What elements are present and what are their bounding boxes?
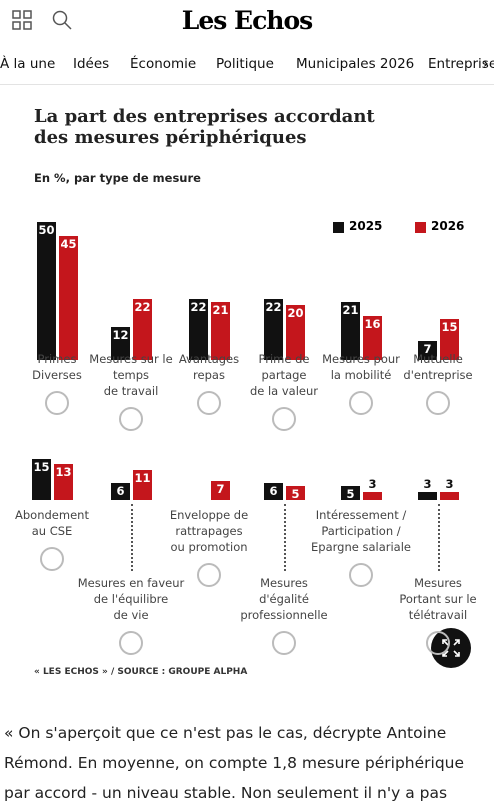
icon	[197, 391, 221, 415]
connector	[131, 504, 133, 571]
header-icons	[12, 10, 72, 30]
logo[interactable]: Les Echos	[181, 6, 313, 35]
value-label: 21	[342, 303, 359, 318]
value-label: 6	[269, 484, 278, 499]
connector	[438, 504, 440, 571]
icon	[197, 563, 221, 587]
icon	[349, 391, 373, 415]
bar	[363, 315, 382, 360]
divider	[0, 84, 494, 85]
category-label: Mutuelle d'entreprise	[403, 352, 473, 382]
value-label: 50	[38, 223, 55, 237]
bar	[286, 304, 305, 360]
value-label: 45	[60, 236, 77, 251]
category-label: Avantages repas	[178, 352, 240, 382]
icon	[349, 563, 373, 587]
value-label: 13	[55, 465, 72, 480]
legend-swatch	[333, 222, 344, 233]
nav-item[interactable]: Économie	[130, 56, 197, 72]
bar	[111, 326, 130, 360]
bar	[264, 483, 283, 500]
category-label: Mesures d'égalité professionnelle	[240, 576, 328, 622]
nav-item[interactable]: Idées	[73, 56, 110, 72]
category-label: Mesures sur le temps de travail	[89, 352, 173, 398]
value-label: 11	[134, 470, 151, 485]
icon	[45, 391, 69, 415]
bar	[286, 486, 305, 500]
legend-swatch	[415, 222, 426, 233]
value-label: 16	[364, 316, 381, 331]
value-label: 7	[216, 481, 225, 496]
bar	[37, 222, 56, 360]
value-label: 20	[287, 305, 304, 320]
connector	[284, 504, 286, 571]
bar	[341, 486, 360, 500]
category-label: Prime de partage de la valeur	[249, 352, 319, 398]
bar	[341, 302, 360, 360]
bar	[418, 340, 437, 360]
legend-label: 2025	[349, 219, 383, 233]
category-label: Intéressement / Participation / Epargne …	[311, 508, 411, 554]
bar	[32, 458, 51, 500]
category-label: Enveloppe de rattrapages ou promotion	[169, 508, 249, 554]
icon	[40, 547, 64, 571]
bar	[264, 299, 283, 360]
nav-item[interactable]: Entreprise	[428, 56, 494, 72]
value-label: 3	[368, 476, 377, 491]
bar	[418, 491, 437, 500]
bar	[363, 491, 382, 500]
value-label: 15	[33, 459, 50, 474]
value-label: 3	[445, 476, 454, 491]
bar	[133, 299, 152, 360]
bar	[211, 480, 230, 500]
icon	[119, 407, 143, 431]
bar	[111, 483, 130, 500]
bar	[189, 299, 208, 360]
legend-label: 2026	[431, 219, 465, 233]
value-label: 22	[190, 300, 207, 315]
value-label: 6	[116, 484, 125, 499]
value-label: 12	[112, 327, 129, 342]
category-label: Mesures Portant sur le télétravail	[399, 576, 477, 622]
value-label: 7	[423, 341, 432, 356]
bar	[59, 235, 78, 360]
icon	[119, 631, 143, 655]
chart-subtitle: En %, par type de mesure	[34, 171, 201, 185]
nav-item[interactable]: Municipales 2026	[296, 56, 415, 72]
icon	[272, 407, 296, 431]
icon	[272, 631, 296, 655]
category-label: Mesures pour la mobilité	[322, 352, 400, 382]
value-label: 3	[423, 476, 432, 491]
value-label: 21	[212, 303, 229, 318]
nav-item[interactable]: À la une	[0, 56, 56, 72]
nav-arrow[interactable]: ›	[483, 56, 489, 72]
bar	[211, 302, 230, 360]
value-label: 15	[441, 319, 458, 334]
bar	[54, 464, 73, 500]
nav-item[interactable]: Politique	[216, 56, 274, 72]
category-label: Primes Diverses	[32, 352, 82, 382]
category-label: Abondement au CSE	[15, 508, 89, 538]
article-paragraph: « On s'aperçoit que ce n'est pas le cas,…	[4, 724, 465, 802]
value-label: 5	[291, 487, 300, 502]
value-label: 22	[265, 300, 282, 315]
bar	[133, 469, 152, 500]
icon	[426, 391, 450, 415]
category-label: Mesures en faveur de l'équilibre de vie	[77, 576, 185, 622]
chart-title: La part des entreprises accordant des me…	[34, 106, 375, 148]
source: « LES ECHOS » / SOURCE : GROUPE ALPHA	[34, 667, 248, 677]
value-label: 22	[134, 300, 151, 315]
value-label: 5	[346, 487, 355, 502]
bar	[440, 318, 459, 360]
icon	[426, 631, 450, 655]
bar	[440, 491, 459, 500]
